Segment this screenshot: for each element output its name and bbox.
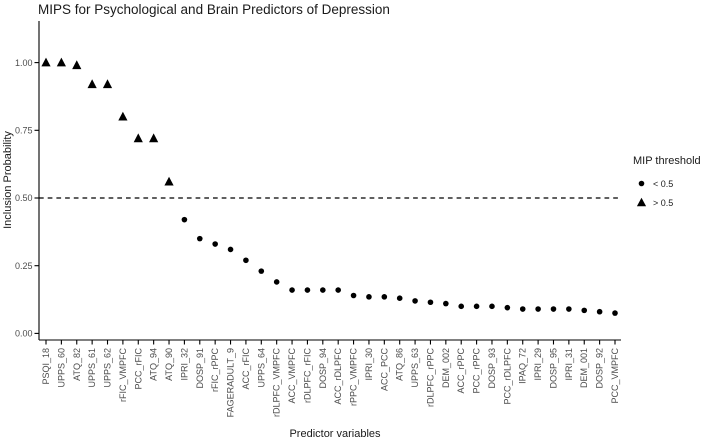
data-point-circle [196, 235, 203, 242]
data-point-circle [458, 303, 465, 310]
legend-title: MIP threshold [633, 155, 701, 167]
data-point-triangle [149, 133, 159, 143]
x-tick-label: UPPS_60 [56, 348, 66, 388]
data-point-circle [289, 287, 295, 293]
x-tick-label: IPAQ_72 [518, 348, 528, 384]
x-tick-label: ATQ_94 [149, 348, 159, 381]
x-tick-label: IPRI_32 [179, 348, 189, 381]
x-tick-label: DOSP_94 [318, 348, 328, 389]
x-axis-title: Predictor variables [289, 428, 381, 440]
data-point-triangle [87, 79, 97, 89]
data-point-circle [396, 295, 403, 301]
data-point-triangle [118, 111, 128, 121]
x-tick-label: DOSP_93 [487, 348, 497, 389]
x-tick-label: ACC_rDLPFC [333, 348, 343, 405]
x-tick-label: DOSP_92 [595, 348, 605, 389]
y-tick-label: 0.75 [15, 126, 33, 136]
x-tick-label: ATQ_90 [164, 348, 174, 381]
data-point-circle [381, 294, 388, 300]
data-point-circle [273, 279, 280, 285]
data-point-circle [443, 300, 449, 307]
x-tick-label: PCC_rFIC [133, 348, 143, 390]
data-point-triangle [102, 79, 113, 89]
data-point-triangle [41, 57, 51, 67]
data-point-circle [427, 299, 434, 306]
data-point-circle [519, 306, 526, 312]
data-point-circle [212, 241, 218, 247]
x-tick-label: ACC_VMPFC [287, 348, 297, 404]
x-tick-label: FAGERADULT_9 [226, 348, 236, 417]
data-point-circle [258, 268, 265, 274]
x-tick-label: UPPS_64 [256, 348, 266, 388]
y-tick-label: 0.00 [15, 329, 33, 339]
data-point-circle [243, 257, 249, 264]
data-point-circle [535, 306, 541, 312]
x-tick-label: DEM_002 [441, 348, 451, 388]
x-tick-label: rFIC_rPPC [210, 348, 220, 393]
x-tick-label: rDLPFC_VMPFC [272, 348, 282, 418]
x-tick-label: IPRI_30 [364, 348, 374, 381]
x-tick-label: PCC_VMPFC [610, 348, 620, 404]
data-point-circle [227, 246, 234, 253]
x-tick-label: rPPC_VMPFC [349, 348, 359, 407]
data-point-triangle [164, 176, 174, 186]
data-point-circle [504, 304, 511, 311]
data-point-circle [366, 294, 372, 300]
data-point-triangle [56, 57, 66, 67]
x-tick-label: IPRI_31 [564, 348, 574, 381]
x-tick-label: UPPS_63 [410, 348, 420, 388]
data-point-circle [335, 287, 341, 293]
data-point-triangle [72, 60, 82, 70]
x-tick-label: ATQ_86 [395, 348, 405, 381]
x-tick-label: ACC_rFIC [241, 348, 251, 390]
legend-label-above-threshold: > 0.5 [653, 197, 674, 208]
x-tick-label: DOSP_91 [195, 348, 205, 389]
triangle-marker-icon [636, 197, 647, 207]
legend-item-above-threshold: > 0.5 [633, 193, 705, 212]
data-point-circle [489, 303, 495, 310]
x-tick-label: rFIC_VMPFC [118, 347, 128, 402]
y-tick-label: 0.50 [15, 193, 33, 203]
data-point-circle [596, 308, 603, 315]
data-point-triangle [133, 133, 143, 143]
data-point-circle [473, 303, 480, 310]
data-point-circle [612, 310, 618, 316]
x-tick-label: PSQI_18 [41, 348, 51, 385]
chart-title: MIPS for Psychological and Brain Predict… [38, 2, 390, 17]
y-tick-label: 1.00 [15, 58, 33, 68]
x-tick-label: DEM_001 [579, 348, 589, 388]
circle-marker-icon [638, 180, 645, 187]
data-point-circle [566, 306, 572, 312]
data-point-circle [304, 287, 311, 293]
legend-label-below-threshold: < 0.5 [653, 178, 674, 189]
x-tick-label: IPRI_29 [533, 348, 543, 381]
x-tick-label: ACC_PCC [379, 348, 389, 392]
data-point-circle [320, 287, 326, 293]
data-point-circle [581, 307, 588, 314]
x-tick-label: rDLPFC_rFIC [302, 348, 312, 404]
data-point-circle [550, 306, 557, 312]
y-tick-label: 0.25 [15, 261, 33, 271]
y-axis-title: Inclusion Probability [2, 131, 14, 229]
legend-item-below-threshold: < 0.5 [633, 174, 705, 193]
data-point-circle [350, 292, 357, 299]
data-point-circle [412, 298, 418, 304]
x-tick-label: PCC_rDLPFC [502, 348, 512, 405]
x-tick-label: UPPS_61 [87, 348, 97, 388]
x-tick-label: ATQ_82 [72, 348, 82, 381]
x-tick-label: DOSP_95 [548, 348, 558, 389]
x-tick-label: rDLPFC_rPPC [425, 348, 435, 408]
data-point-circle [181, 216, 188, 223]
x-tick-label: UPPS_62 [103, 348, 113, 388]
x-tick-label: PCC_rPPC [472, 348, 482, 394]
x-tick-label: ACC_rPPC [456, 348, 466, 394]
legend: MIP threshold < 0.5 > 0.5 [633, 155, 705, 212]
